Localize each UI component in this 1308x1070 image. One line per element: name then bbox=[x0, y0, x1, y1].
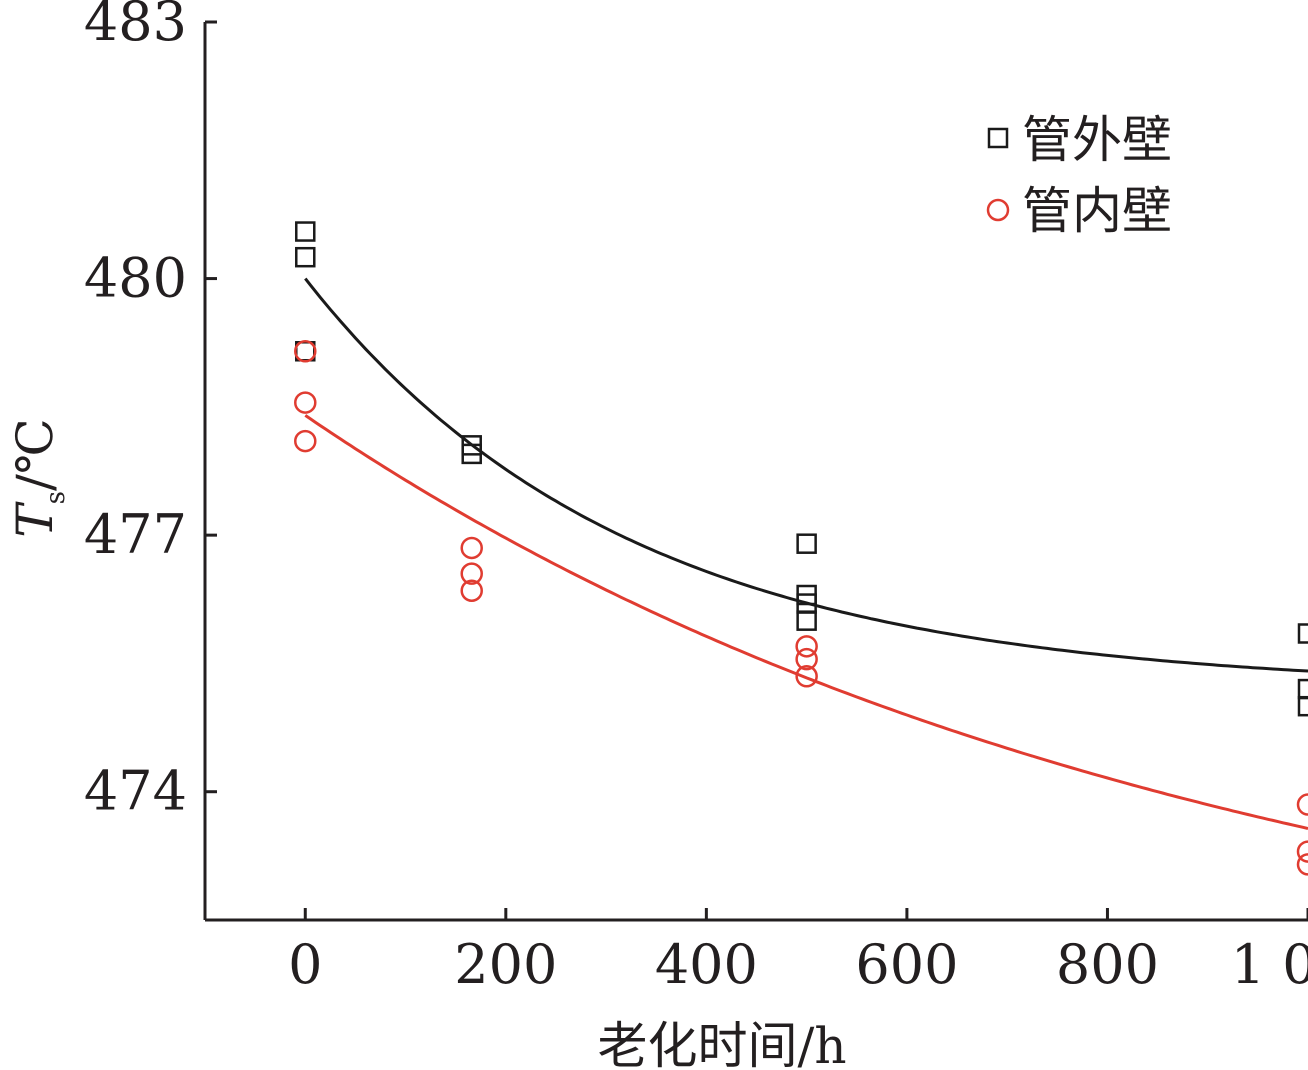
data-point-inner-wall bbox=[1296, 840, 1308, 863]
data-point-inner-wall bbox=[294, 429, 317, 453]
data-point-inner-wall bbox=[460, 536, 483, 560]
legend: 管外壁 管内壁 bbox=[986, 111, 1172, 240]
data-point-inner-wall bbox=[1296, 853, 1308, 876]
x-axis-title: 老化时间/h bbox=[597, 1017, 846, 1070]
data-point-inner-wall bbox=[460, 562, 483, 585]
axes bbox=[203, 22, 1308, 922]
x-tick-label: 800 bbox=[1056, 933, 1159, 996]
x-tick-label: 1 000 bbox=[1231, 933, 1308, 996]
y-tick-label: 483 bbox=[84, 0, 187, 53]
y-tick-label: 480 bbox=[84, 247, 187, 310]
data-point-inner-wall bbox=[294, 340, 317, 363]
data-point-inner-wall bbox=[294, 391, 317, 414]
legend-label-inner-wall: 管内壁 bbox=[1022, 182, 1172, 240]
data-point-outer-wall bbox=[295, 246, 316, 268]
data-point-inner-wall bbox=[460, 579, 483, 602]
y-axis-title-symbol: T bbox=[6, 501, 64, 538]
data-point-outer-wall bbox=[796, 610, 817, 631]
legend-label-outer-wall: 管外壁 bbox=[1022, 111, 1172, 169]
data-point-outer-wall bbox=[796, 533, 817, 554]
x-tick-label: 0 bbox=[288, 933, 322, 996]
data-point-outer-wall bbox=[1297, 678, 1308, 700]
y-axis-title-subscript: s bbox=[41, 491, 71, 504]
data-points bbox=[294, 221, 1308, 876]
y-tick-label: 477 bbox=[84, 503, 187, 566]
x-tick-label: 200 bbox=[454, 933, 557, 996]
data-point-inner-wall bbox=[795, 665, 818, 688]
y-axis-ticks: 474 477 480 483 bbox=[84, 0, 217, 823]
fit-curve-inner-wall bbox=[304, 414, 1308, 830]
y-axis-title-unit: /℃ bbox=[6, 418, 64, 491]
legend-marker-inner-wall bbox=[986, 198, 1010, 222]
data-point-inner-wall bbox=[1296, 793, 1308, 816]
y-axis-title: Ts/℃ bbox=[6, 418, 71, 537]
data-point-outer-wall bbox=[295, 221, 316, 242]
data-point-inner-wall bbox=[795, 635, 818, 658]
data-point-outer-wall bbox=[1297, 623, 1308, 644]
data-point-outer-wall bbox=[461, 443, 482, 465]
x-tick-label: 600 bbox=[855, 933, 958, 996]
x-axis-ticks: 0 200 400 600 800 1 000 bbox=[288, 908, 1308, 996]
legend-marker-outer-wall bbox=[987, 127, 1009, 149]
data-point-inner-wall bbox=[795, 647, 818, 671]
y-tick-label: 474 bbox=[84, 760, 187, 823]
data-point-outer-wall bbox=[1297, 695, 1308, 717]
x-tick-label: 400 bbox=[655, 933, 758, 996]
